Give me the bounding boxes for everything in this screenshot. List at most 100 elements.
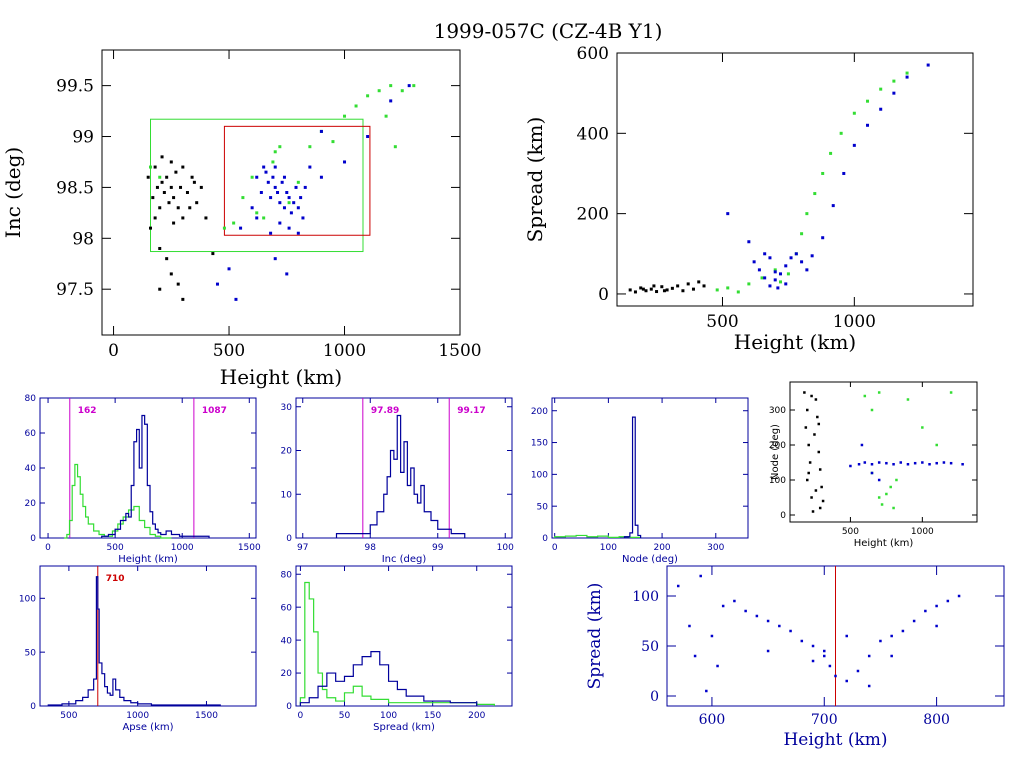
data-point-blue: [239, 226, 243, 230]
data-point-green: [852, 111, 856, 115]
data-point-green: [877, 496, 881, 499]
data-point-blue: [269, 231, 273, 235]
data-point-blue: [366, 135, 370, 139]
data-point-green: [149, 165, 153, 169]
data-point-blue: [264, 170, 268, 174]
x-tick-label: 1000: [126, 711, 149, 721]
data-point-blue: [292, 201, 296, 205]
spread-vs-height-zoom-plot: 600 700 800 0 50 100 Height (km) Spread (km): [585, 565, 1005, 750]
data-point-black: [804, 426, 808, 429]
spread-vs-height-plot: 500 1000 0 200 400 600 Height (km) Spread (km): [523, 44, 974, 354]
data-point-blue: [877, 461, 881, 464]
data-point-blue: [303, 185, 307, 189]
data-point-blue: [926, 63, 930, 67]
data-point-blue: [866, 123, 870, 127]
data-point-green: [905, 71, 909, 75]
data-point-blue: [287, 226, 291, 230]
data-point-black: [810, 394, 813, 398]
data-point-blue: [845, 679, 848, 683]
y-tick-label: 600: [577, 44, 609, 64]
figure-title: 1999-057C (CZ-4B Y1): [434, 19, 663, 43]
data-point-blue: [867, 654, 871, 658]
data-point-blue: [227, 267, 231, 271]
y-tick-label: 0: [598, 285, 609, 305]
data-point-blue: [269, 196, 273, 200]
y-tick-label: 98: [72, 229, 94, 249]
data-point-green: [715, 288, 719, 292]
y-tick-label: 100: [531, 471, 548, 481]
data-point-blue: [879, 639, 882, 643]
data-point-green: [863, 394, 867, 398]
data-point-blue: [901, 629, 905, 633]
data-point-black: [814, 489, 818, 492]
data-point-green: [885, 492, 888, 496]
y-tick-label: 20: [281, 447, 293, 457]
data-point-blue: [278, 201, 282, 205]
y-tick-label: 0: [286, 534, 292, 544]
x-axis-title: Height (km): [734, 330, 856, 354]
x-tick-label: 98: [365, 543, 377, 553]
data-point-black: [662, 289, 666, 293]
data-point-blue: [752, 260, 756, 264]
data-point-blue: [266, 180, 270, 184]
data-point-green: [278, 145, 282, 149]
data-point-green: [262, 216, 266, 220]
x-tick-label: 0: [552, 543, 558, 553]
data-point-black: [165, 257, 169, 261]
data-point-green: [287, 201, 291, 205]
data-point-blue: [255, 216, 259, 220]
histogram-series-navy: [623, 416, 642, 538]
plot-frame: [39, 565, 257, 707]
data-point-blue: [407, 84, 411, 88]
data-point-green: [158, 175, 162, 179]
y-tick-label: 60: [281, 603, 293, 613]
data-point-blue: [867, 684, 871, 688]
data-point-black: [169, 185, 173, 189]
data-point-black: [192, 180, 196, 184]
x-axis-title: Height (km): [220, 365, 342, 389]
data-point-blue: [905, 75, 909, 79]
x-tick-label: 100: [600, 543, 617, 553]
data-point-blue: [906, 463, 910, 466]
data-point-black: [660, 285, 664, 289]
data-point-black: [806, 478, 809, 482]
y-tick-label: 0: [650, 689, 659, 705]
data-point-black: [810, 496, 813, 499]
data-point-black: [702, 284, 706, 288]
data-point-blue: [899, 461, 903, 464]
data-point-black: [676, 284, 680, 288]
data-point-blue: [784, 282, 788, 286]
x-tick-label: 97: [297, 543, 308, 553]
data-point-blue: [823, 649, 826, 653]
data-point-blue: [842, 171, 846, 175]
data-point-blue: [946, 599, 950, 603]
y-tick-label: 80: [281, 570, 293, 580]
data-point-black: [644, 289, 648, 293]
x-tick-label: 500: [706, 312, 738, 332]
data-point-blue: [676, 584, 680, 588]
y-tick-label: 40: [25, 464, 37, 474]
data-point-blue: [810, 254, 814, 258]
y-tick-label: 20: [25, 499, 37, 509]
y-axis-title: Spread (km): [523, 117, 547, 243]
data-point-blue: [389, 99, 393, 103]
data-point-green: [308, 145, 312, 149]
y-tick-label: 0: [30, 534, 36, 544]
data-point-green: [232, 221, 236, 225]
data-point-blue: [778, 272, 782, 276]
data-point-black: [181, 297, 185, 301]
y-axis-title: Inc (deg): [1, 147, 25, 238]
data-point-blue: [721, 604, 725, 608]
y-tick-label: 150: [531, 439, 548, 449]
y-tick-label: 97.5: [56, 280, 94, 300]
data-point-black: [188, 206, 192, 210]
data-point-black: [181, 216, 185, 220]
data-point-black: [628, 288, 632, 292]
x-axis-title: Spread (km): [373, 722, 435, 733]
data-point-black: [185, 191, 189, 194]
data-point-green: [879, 87, 883, 91]
data-point-black: [807, 443, 810, 447]
x-tick-label: 700: [811, 712, 838, 728]
data-point-black: [818, 506, 822, 510]
